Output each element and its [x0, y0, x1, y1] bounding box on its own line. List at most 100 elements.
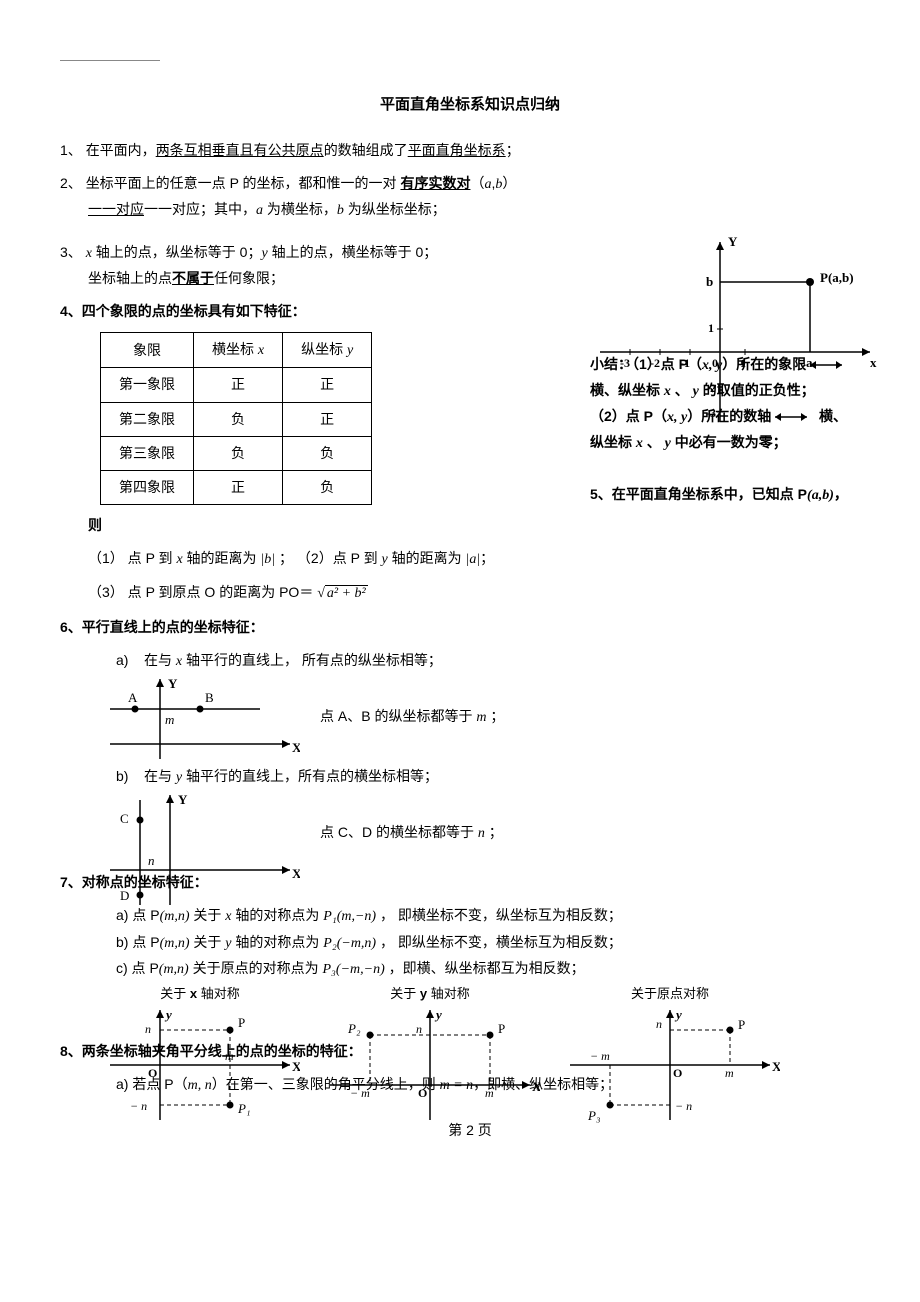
p2-a2: a [256, 203, 263, 218]
p5s1a: （1） 点 P 到 [88, 550, 176, 566]
p2-l1b: 有序实数对 [400, 175, 470, 191]
p3-l2c: 任何象限； [214, 270, 284, 286]
p2-l2c: 为纵坐标坐标； [344, 201, 446, 217]
svg-text:− n: − n [675, 1099, 692, 1113]
svg-text:n: n [145, 1022, 151, 1036]
p7cp: P₃(−m,−n) [323, 962, 385, 977]
point-3: 3、 x 轴上的点，纵坐标等于 0；y 轴上的点，横坐标等于 0； 坐标轴上的点… [60, 240, 580, 291]
p7b1: b) 点 P [116, 934, 160, 950]
p7ap: P₁(m,−n) [323, 909, 376, 924]
svg-text:m: m [225, 1049, 234, 1063]
sum-3c: 横、 [819, 408, 847, 424]
diagram-ab: Y X A B m [100, 674, 300, 764]
point-4: 4、四个象限的点的坐标具有如下特征： [60, 299, 580, 324]
p2-num: 2、 [60, 175, 82, 191]
p6-head: 平行直线上的点的坐标特征： [82, 619, 264, 635]
p7-num: 7、 [60, 874, 82, 890]
p1-u2: 平面直角坐标系 [408, 142, 506, 158]
p5-sub1: （1） 点 P 到 x 轴的距离为 |b| ； （2）点 P 到 y 轴的距离为… [60, 546, 880, 572]
p4-head: 四个象限的点的坐标具有如下特征： [82, 303, 306, 319]
r4c2: 正 [194, 470, 283, 504]
svg-text:X: X [292, 1059, 300, 1074]
p7c1: c) 点 P [116, 960, 159, 976]
p6-num: 6、 [60, 619, 82, 635]
th-quadrant: 象限 [101, 333, 194, 368]
svg-text:P: P [498, 1021, 505, 1036]
p5-end: ， [834, 486, 848, 502]
svg-text:P₃: P₃ [587, 1108, 600, 1123]
sum-2: 横、纵坐标 x 、 y 的取值的正负性； [590, 382, 815, 398]
svg-text:m: m [485, 1086, 494, 1100]
r2c3: 正 [283, 402, 372, 436]
r3c2: 负 [194, 436, 283, 470]
p7c: c) 点 P(m,n) 关于原点的对称点为 P₃(−m,−n) ，即横、纵坐标都… [60, 956, 880, 982]
sym-x-block: 关于 x 轴对称 y X O P P₁ n m − n [100, 982, 300, 1134]
p6b: b) 在与 y 轴平行的直线上，所有点的横坐标相等； [60, 764, 880, 790]
svg-text:1: 1 [708, 321, 714, 335]
r4c3: 负 [283, 470, 372, 504]
sym-y-block: 关于 y 轴对称 y X O P P₂ n m − m [320, 982, 540, 1134]
r3c3: 负 [283, 436, 372, 470]
p5s1b: 轴的距离为 [183, 550, 257, 566]
r1c1: 第一象限 [101, 368, 194, 402]
p1-u1: 两条互相垂直且有公共原点 [156, 142, 324, 158]
sym-o-label: 关于原点对称 [560, 982, 780, 1005]
svg-text:P(a,b): P(a,b) [820, 270, 854, 285]
abs-b: |b| [260, 552, 275, 567]
p2-b2: b [337, 203, 344, 218]
p7aa: (m,n) [160, 909, 190, 924]
svg-text:− n: − n [130, 1099, 147, 1113]
sym-y-diagram: y X O P P₂ n m − m [320, 1005, 540, 1125]
sum-4: 纵坐标 x 、 y 中必有一数为零； [590, 434, 787, 450]
point-1: 1、 在平面内，两条互相垂直且有公共原点的数轴组成了平面直角坐标系； [60, 138, 880, 163]
sym-o-diagram: y X O P P₃ n m − m − n [560, 1005, 780, 1125]
sum-xy: x, y [702, 358, 722, 373]
r1c3: 正 [283, 368, 372, 402]
p5s1c: ； （2）点 P 到 [279, 550, 381, 566]
svg-text:X: X [772, 1059, 780, 1074]
p5-num: 5、 [590, 486, 612, 502]
p8-num: 8、 [60, 1043, 82, 1059]
svg-text:− m: − m [590, 1049, 610, 1063]
svg-text:b: b [706, 274, 713, 289]
svg-text:n: n [656, 1017, 662, 1031]
p5-ze: 则 [60, 513, 580, 538]
svg-text:n: n [416, 1022, 422, 1036]
right-column: Y x -3 -2 -1 0 1 1 -2 -3 P(a,b) a b 小结：（… [590, 232, 880, 508]
svg-text:A: A [128, 690, 138, 705]
point-2: 2、 坐标平面上的任意一点 P 的坐标，都和惟一的一对 有序实数对（a,b） 一… [60, 171, 880, 223]
svg-text:D: D [120, 888, 129, 903]
th-y: 纵坐标 y [283, 333, 372, 368]
page-title: 平面直角坐标系知识点归纳 [60, 91, 880, 118]
p1-pre: 在平面内， [86, 142, 156, 158]
sym-x-label: 关于 x 轴对称 [100, 982, 300, 1005]
svg-text:O: O [148, 1066, 157, 1080]
r3c1: 第三象限 [101, 436, 194, 470]
svg-text:P: P [238, 1015, 245, 1030]
p7c2: 关于原点的对称点为 [189, 960, 323, 976]
svg-text:Y: Y [178, 792, 188, 807]
p6b-note: 点 C、D 的横坐标都等于 n ； [320, 790, 503, 846]
sqrt-expr: √a² + b² [317, 585, 368, 601]
r1c2: 正 [194, 368, 283, 402]
p4-num: 4、 [60, 303, 82, 319]
r4c1: 第四象限 [101, 470, 194, 504]
svg-text:n: n [148, 853, 155, 868]
p7b3: ， 即纵坐标不变，横坐标互为相反数； [376, 934, 622, 950]
sym-x-diagram: y X O P P₁ n m − n [100, 1005, 300, 1125]
sum-3b: ）所在的数轴 [687, 408, 771, 424]
p2-l1a: 坐标平面上的任意一点 P 的坐标，都和惟一的一对 [86, 175, 401, 191]
sum-1a: 小结：（1）点 P（ [590, 356, 702, 372]
p3-num: 3、 [60, 244, 82, 260]
svg-text:x: x [870, 355, 877, 370]
svg-text:m: m [725, 1066, 734, 1080]
svg-text:X: X [292, 866, 300, 881]
p3-l1a: 轴上的点，纵坐标等于 0； [92, 244, 262, 260]
p7b: b) 点 P(m,n) 关于 y 轴的对称点为 P₂(−m,n) ， 即纵坐标不… [60, 930, 880, 956]
th-x: 横坐标 x [194, 333, 283, 368]
svg-text:y: y [674, 1007, 682, 1022]
p7c3: ，即横、纵坐标都互为相反数； [385, 960, 585, 976]
svg-text:P: P [738, 1017, 745, 1032]
quadrant-table: 象限 横坐标 x 纵坐标 y 第一象限正正 第二象限负正 第三象限负负 第四象限… [100, 332, 372, 505]
r2c1: 第二象限 [101, 402, 194, 436]
